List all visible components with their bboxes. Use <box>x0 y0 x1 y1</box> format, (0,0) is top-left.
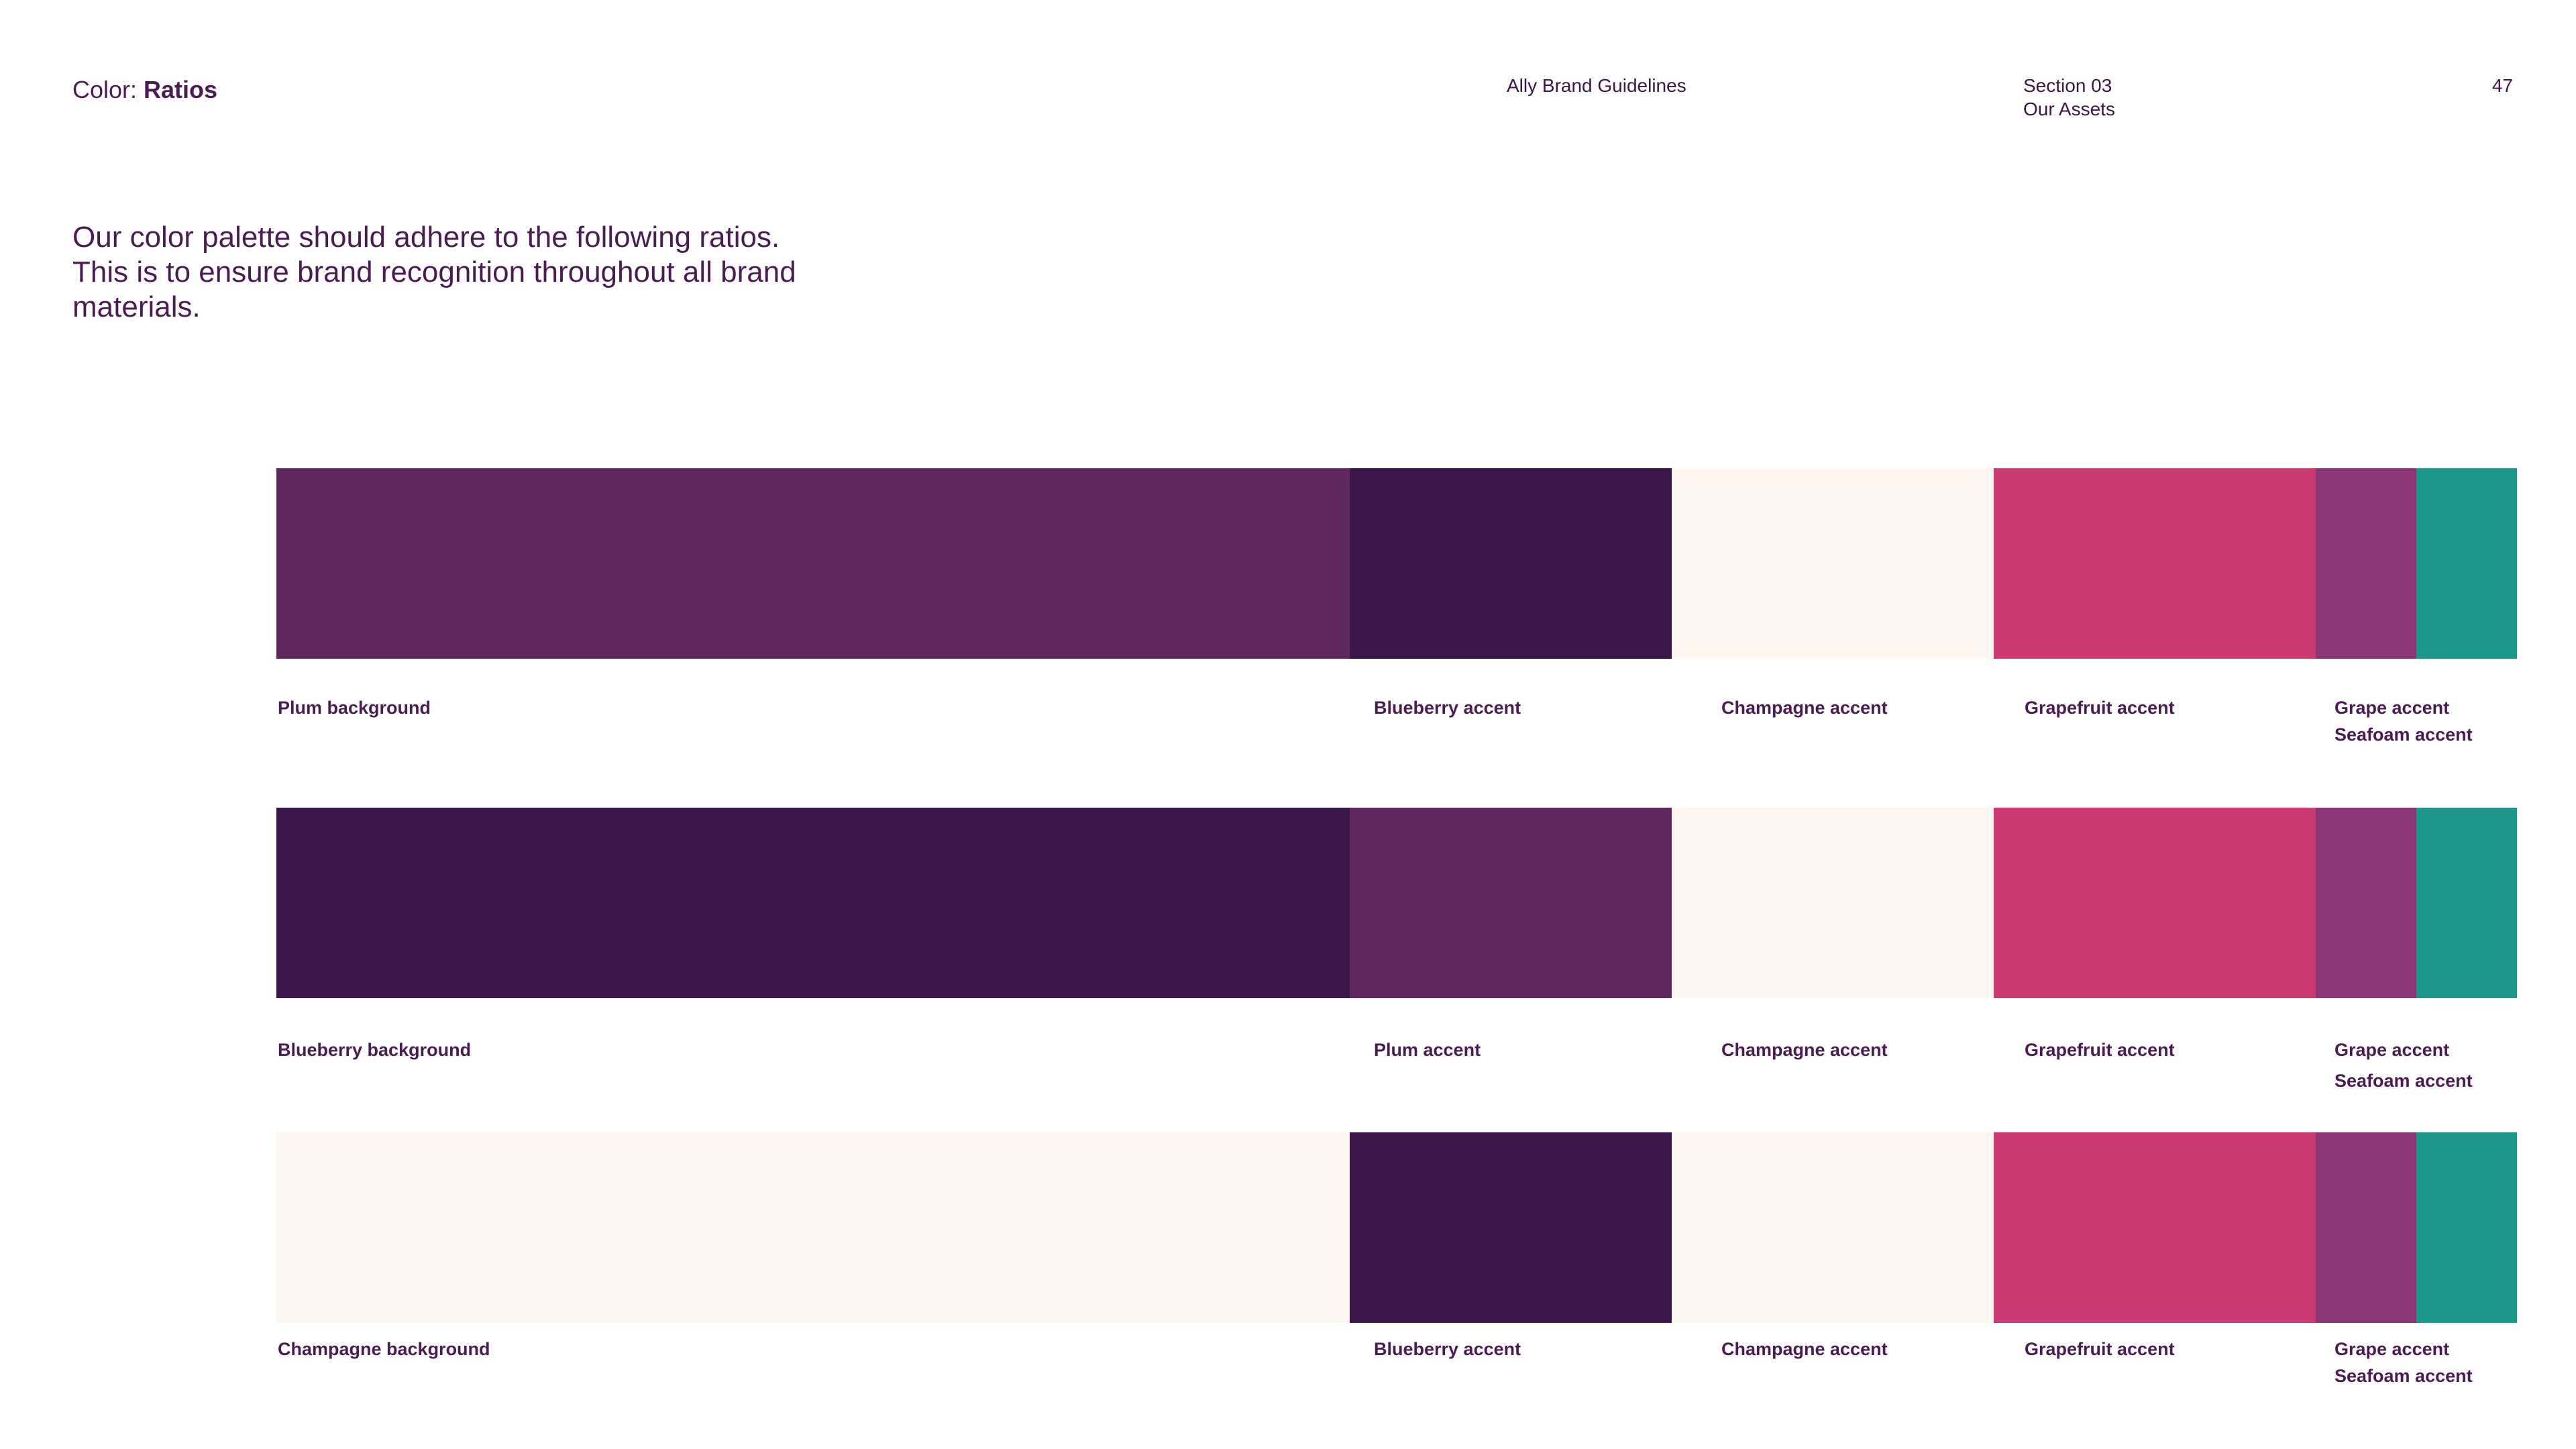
label-accent-3: Grapefruit accent <box>2025 1339 2175 1359</box>
label-accent-2: Champagne accent <box>1721 1339 1888 1359</box>
label-accent-5: Seafoam accent <box>2334 1366 2473 1386</box>
swatch-background <box>276 468 1350 659</box>
label-accent-3: Grapefruit accent <box>2025 698 2175 718</box>
label-accent-1: Blueberry accent <box>1374 698 1521 718</box>
swatch-accent-4 <box>2316 808 2416 998</box>
label-accent-4: Grape accent <box>2334 1339 2450 1359</box>
section-name: Our Assets <box>2023 99 2115 119</box>
label-background: Blueberry background <box>278 1040 472 1060</box>
swatch-accent-1 <box>1350 468 1672 659</box>
label-accent-4: Grape accent <box>2334 698 2450 718</box>
page-title-emphasis: Ratios <box>144 76 218 103</box>
label-accent-1: Blueberry accent <box>1374 1339 1521 1359</box>
swatch-accent-4 <box>2316 1132 2416 1323</box>
intro-paragraph: Our color palette should adhere to the f… <box>72 221 796 323</box>
swatch-accent-5 <box>2416 468 2517 659</box>
label-accent-5: Seafoam accent <box>2334 1071 2473 1091</box>
swatch-accent-1 <box>1350 1132 1672 1323</box>
swatch-accent-2 <box>1672 1132 1994 1323</box>
page-title: Color: Ratios <box>72 75 217 105</box>
page-number: 47 <box>2491 75 2513 96</box>
swatch-accent-1 <box>1350 808 1672 998</box>
label-background: Plum background <box>278 698 431 718</box>
label-accent-3: Grapefruit accent <box>2025 1040 2175 1060</box>
swatch-background <box>276 1132 1350 1323</box>
swatch-accent-5 <box>2416 1132 2517 1323</box>
label-accent-5: Seafoam accent <box>2334 724 2473 745</box>
swatch-accent-2 <box>1672 468 1994 659</box>
label-accent-2: Champagne accent <box>1721 1040 1888 1060</box>
section-number: Section 03 <box>2023 75 2112 96</box>
swatch-accent-3 <box>1994 1132 2316 1323</box>
swatch-accent-3 <box>1994 468 2316 659</box>
swatch-accent-5 <box>2416 808 2517 998</box>
swatch-accent-4 <box>2316 468 2416 659</box>
swatch-accent-3 <box>1994 808 2316 998</box>
swatch-background <box>276 808 1350 998</box>
label-accent-2: Champagne accent <box>1721 698 1888 718</box>
swatch-accent-2 <box>1672 808 1994 998</box>
section-info: Section 03 Our Assets <box>2023 74 2115 121</box>
label-accent-4: Grape accent <box>2334 1040 2450 1060</box>
label-background: Champagne background <box>278 1339 490 1359</box>
label-accent-1: Plum accent <box>1374 1040 1481 1060</box>
page-title-prefix: Color: <box>72 76 144 103</box>
brand-name: Ally Brand Guidelines <box>1507 75 1686 96</box>
